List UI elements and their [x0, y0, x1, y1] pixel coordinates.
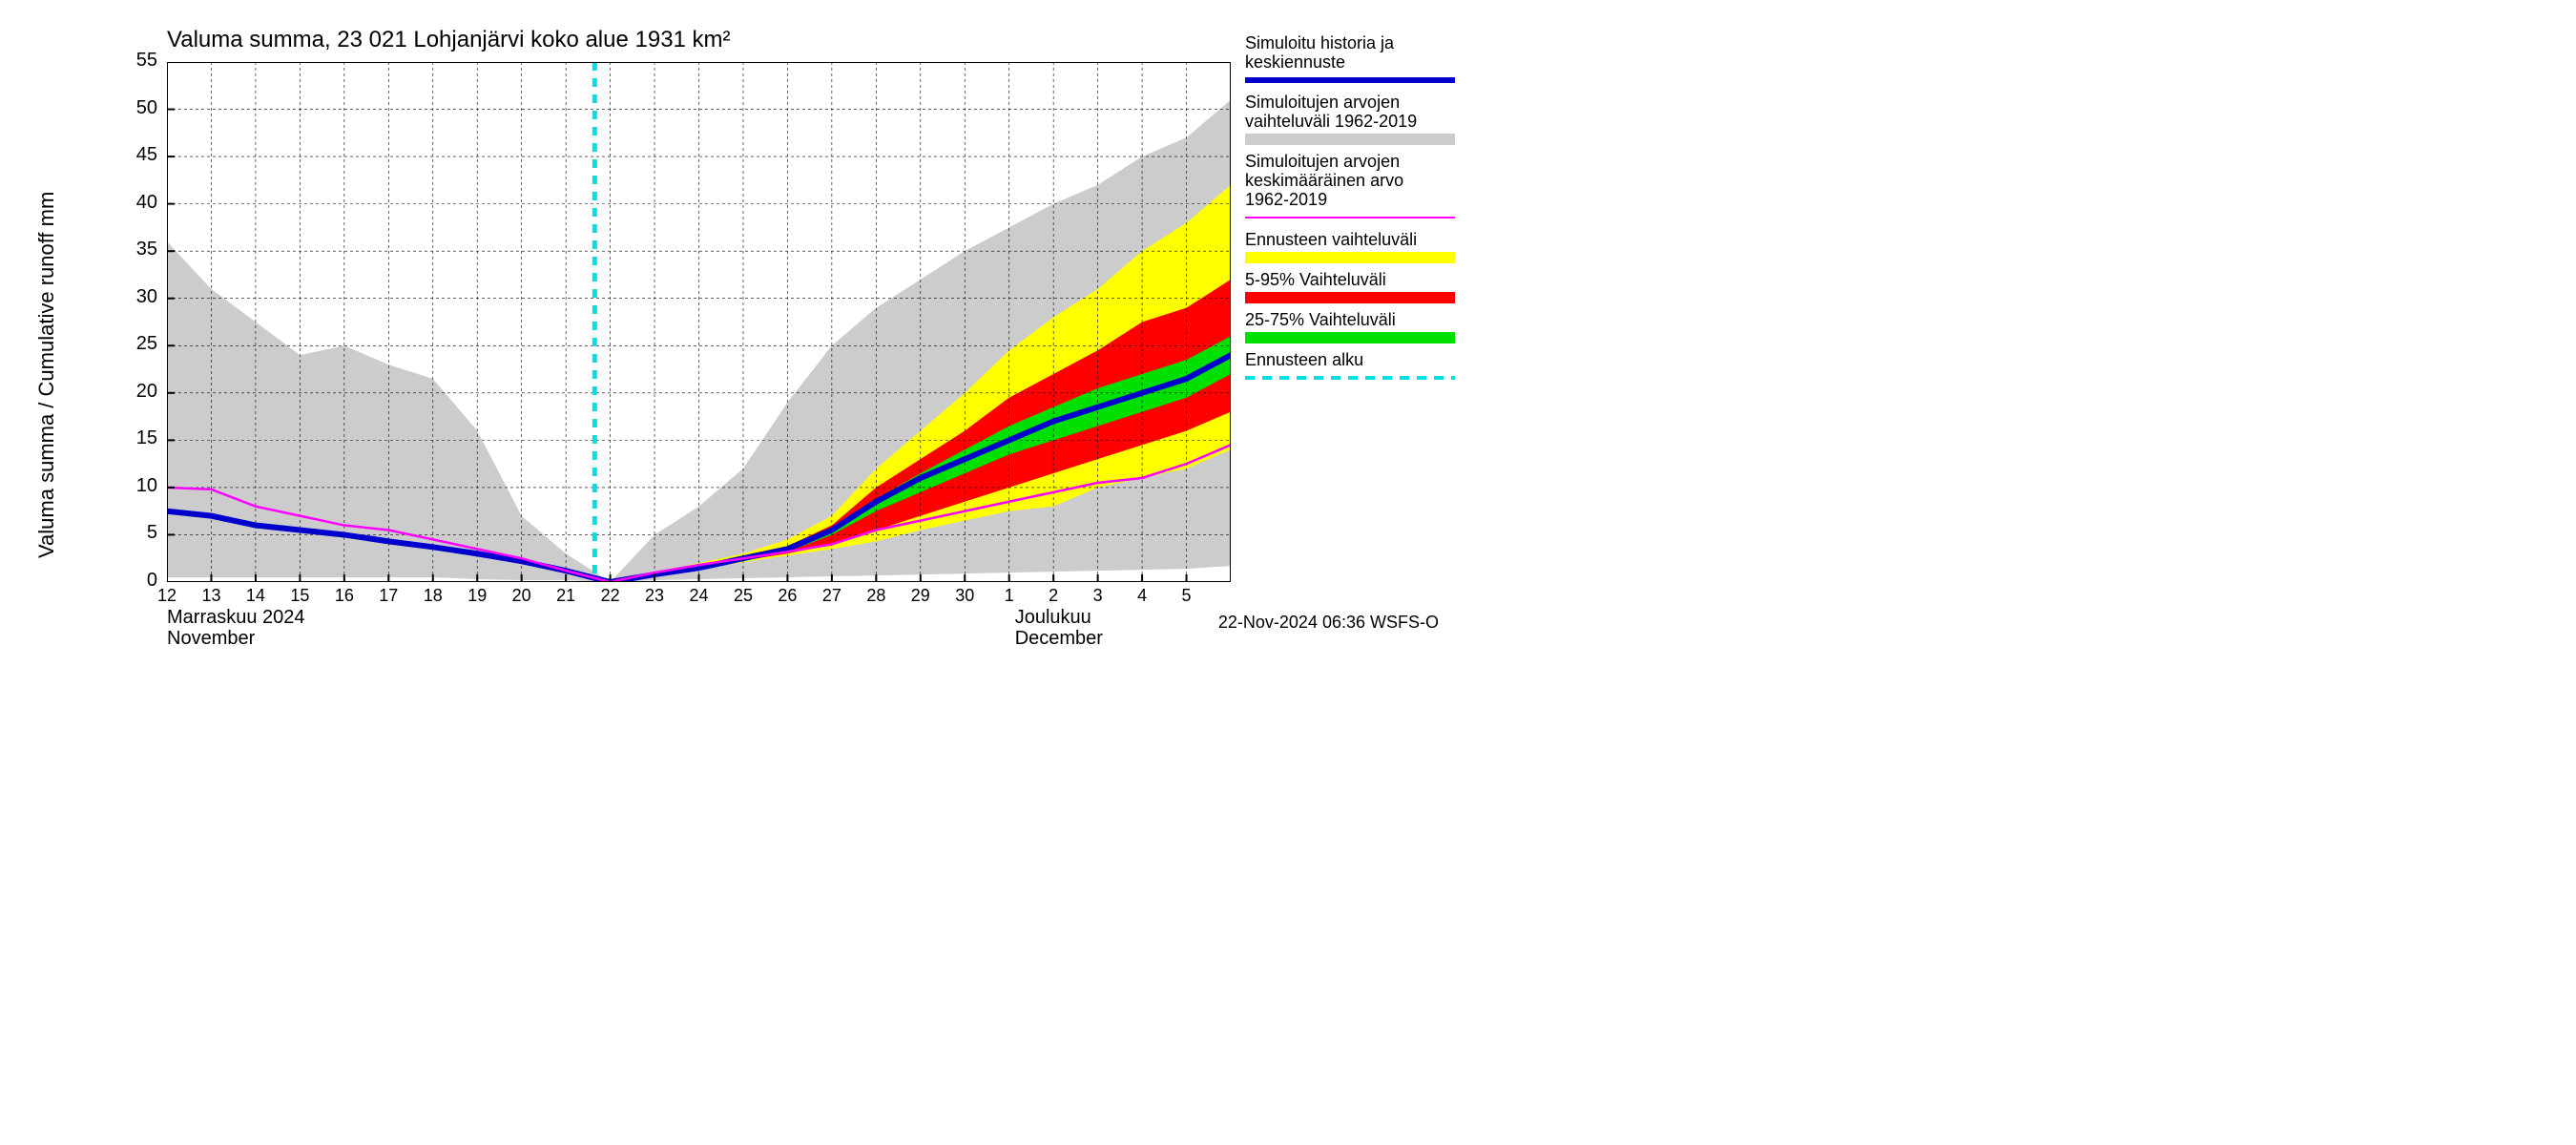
- x-tick: 3: [1093, 586, 1103, 606]
- x-tick: 27: [822, 586, 841, 606]
- x-tick: 17: [379, 586, 398, 606]
- legend-swatch: [1245, 133, 1455, 146]
- legend-swatch: [1245, 371, 1455, 385]
- y-tick: 40: [110, 192, 157, 214]
- legend-label: 1962-2019: [1245, 190, 1455, 210]
- x-tick: 5: [1182, 586, 1192, 606]
- y-tick: 35: [110, 239, 157, 260]
- legend-label: Simuloitujen arvojen: [1245, 152, 1455, 172]
- x-tick: 15: [290, 586, 309, 606]
- legend-label: Ennusteen alku: [1245, 350, 1455, 370]
- legend-swatch: [1245, 211, 1455, 224]
- y-tick: 5: [110, 522, 157, 544]
- x-tick: 21: [556, 586, 575, 606]
- y-tick: 20: [110, 381, 157, 403]
- y-tick: 15: [110, 427, 157, 449]
- x-tick: 20: [512, 586, 531, 606]
- month-label-en-2: December: [1015, 628, 1103, 650]
- month-label-fi-2: Joulukuu: [1015, 607, 1091, 629]
- legend-swatch: [1245, 73, 1455, 87]
- legend-label: Ennusteen vaihteluväli: [1245, 230, 1455, 250]
- y-tick: 45: [110, 144, 157, 166]
- legend-swatch: [1245, 291, 1455, 304]
- legend-label: keskimääräinen arvo: [1245, 171, 1455, 191]
- x-tick: 13: [201, 586, 220, 606]
- y-tick: 50: [110, 97, 157, 119]
- x-tick: 22: [601, 586, 620, 606]
- y-tick: 55: [110, 50, 157, 72]
- legend-label: Simuloitu historia ja: [1245, 33, 1455, 53]
- x-tick: 19: [467, 586, 487, 606]
- x-tick: 26: [778, 586, 797, 606]
- legend-swatch: [1245, 331, 1455, 344]
- x-tick: 29: [911, 586, 930, 606]
- legend-swatch: [1245, 251, 1455, 264]
- x-tick: 12: [157, 586, 177, 606]
- y-tick: 10: [110, 475, 157, 497]
- x-tick: 30: [955, 586, 974, 606]
- legend-label: Simuloitujen arvojen: [1245, 93, 1455, 113]
- legend-label: vaihteluväli 1962-2019: [1245, 112, 1455, 132]
- month-label-en-1: November: [167, 628, 255, 650]
- y-axis-label: Valuma summa / Cumulative runoff mm: [34, 192, 59, 558]
- x-tick: 1: [1005, 586, 1014, 606]
- x-tick: 16: [335, 586, 354, 606]
- x-tick: 23: [645, 586, 664, 606]
- footer-timestamp: 22-Nov-2024 06:36 WSFS-O: [1218, 613, 1439, 633]
- legend-label: 5-95% Vaihteluväli: [1245, 270, 1455, 290]
- x-tick: 28: [866, 586, 885, 606]
- x-tick: 14: [246, 586, 265, 606]
- x-tick: 2: [1049, 586, 1058, 606]
- x-tick: 4: [1137, 586, 1147, 606]
- x-tick: 18: [424, 586, 443, 606]
- y-tick: 25: [110, 333, 157, 355]
- month-label-fi-1: Marraskuu 2024: [167, 607, 305, 629]
- x-tick: 25: [734, 586, 753, 606]
- chart-title: Valuma summa, 23 021 Lohjanjärvi koko al…: [167, 27, 731, 53]
- y-tick: 0: [110, 570, 157, 592]
- y-tick: 30: [110, 286, 157, 308]
- x-tick: 24: [689, 586, 708, 606]
- legend-label: keskiennuste: [1245, 52, 1455, 73]
- plot-svg: [167, 62, 1231, 582]
- legend-label: 25-75% Vaihteluväli: [1245, 310, 1455, 330]
